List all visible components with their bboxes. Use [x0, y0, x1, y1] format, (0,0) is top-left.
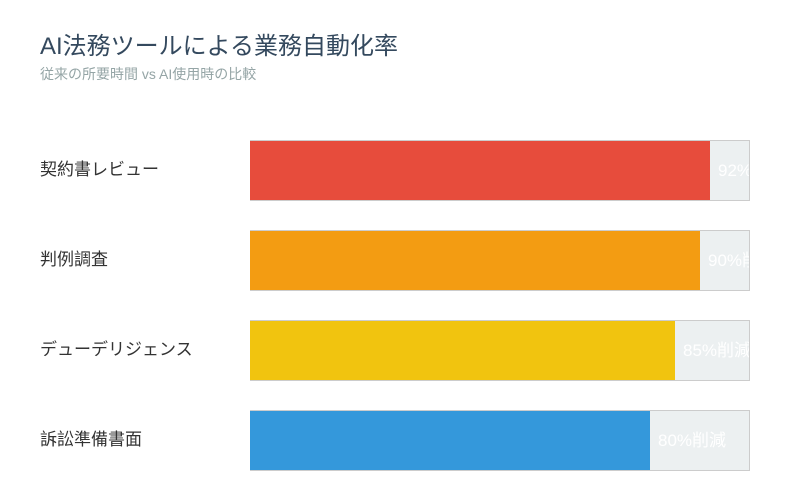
value-label: 90%削減 — [708, 251, 749, 270]
value-label: 92%削減 — [718, 161, 749, 180]
bar-track: 90%削減 — [250, 230, 750, 291]
value-label: 80%削減 — [658, 431, 727, 450]
value-label: 85%削減 — [683, 341, 750, 360]
chart-title: AI法務ツールによる業務自動化率 — [40, 33, 398, 60]
bar — [250, 321, 675, 380]
chart-subtitle: 従来の所要時間 vs AI使用時の比較 — [40, 66, 257, 82]
bar-track: 92%削減 — [250, 140, 750, 201]
category-label: 訴訟準備書面 — [40, 430, 142, 449]
bar — [250, 231, 700, 290]
bar-track: 85%削減 — [250, 320, 750, 381]
category-label: デューデリジェンス — [40, 340, 193, 359]
category-label: 判例調査 — [40, 250, 108, 269]
bar — [250, 411, 650, 470]
bar-track: 80%削減 — [250, 410, 750, 471]
category-label: 契約書レビュー — [40, 160, 159, 179]
bar — [250, 141, 710, 200]
